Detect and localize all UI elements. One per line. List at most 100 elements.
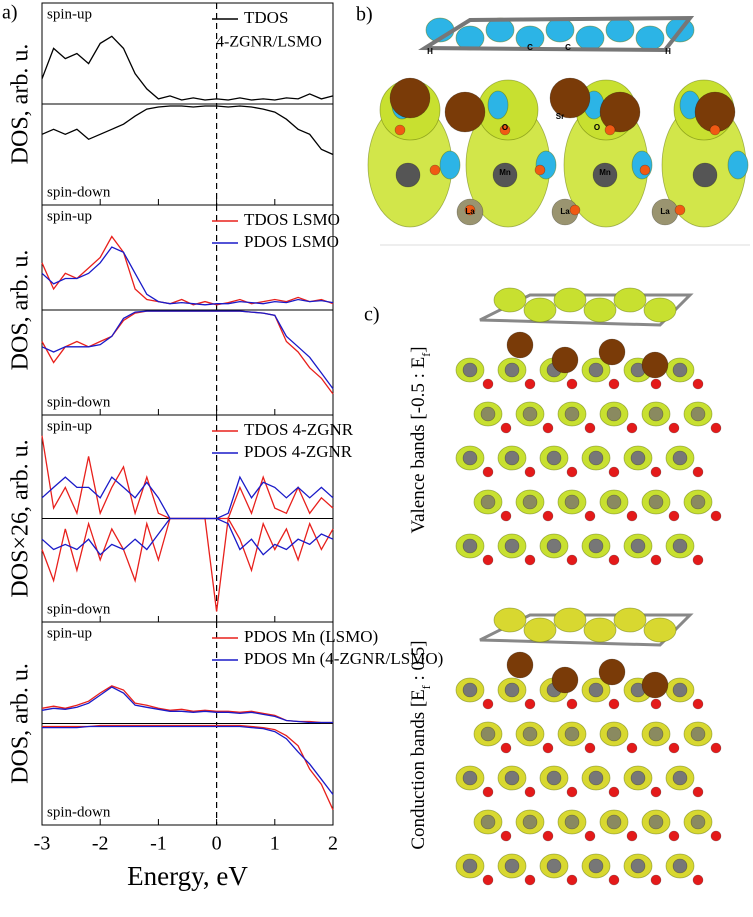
atom [483,875,493,885]
y-axis-label: DOS, arb. u. [8,44,34,165]
atom [691,815,705,829]
atom [585,511,595,521]
atom [631,451,645,465]
atom [651,379,661,389]
atom [649,815,663,829]
x-tick-label: -1 [150,833,167,855]
legend-label: PDOS Mn (4-ZGNR/LSMO) [244,649,443,668]
atom-label: La [465,207,475,216]
atom [525,555,535,565]
atom [552,347,578,373]
charge-density [636,26,664,50]
atom [543,423,553,433]
atom [543,511,553,521]
atom [609,467,619,477]
atom [390,78,430,118]
atom [651,699,661,709]
atom [483,467,493,477]
atom [565,815,579,829]
isosurface [494,288,526,312]
atom [609,875,619,885]
spin-up-label: spin-up [47,208,92,224]
atom-label: Mn [599,168,611,177]
atom [445,92,485,132]
atom [525,379,535,389]
atom [589,771,603,785]
atom [627,743,637,753]
atom [570,205,580,215]
atom [565,727,579,741]
atom [693,379,703,389]
legend-note: 4-ZGNR/LSMO [216,34,322,51]
figure: HCCHOSrOMnMnLaLaLa a) b) c) Valence band… [0,0,753,917]
atom [585,831,595,841]
atom [691,495,705,509]
atom [651,875,661,885]
isosurface [494,608,526,632]
atom [693,875,703,885]
atom [589,683,603,697]
atom [523,407,537,421]
legend-label: TDOS 4-ZGNR [244,420,354,439]
x-tick-label: 0 [212,833,222,855]
atom [631,539,645,553]
atom [501,511,511,521]
atom [649,727,663,741]
atom [463,451,477,465]
atom [523,815,537,829]
atom [547,771,561,785]
atom [669,511,679,521]
atom [565,495,579,509]
atom [607,815,621,829]
label-text: ] [408,346,429,352]
atom [673,683,687,697]
isosurface [644,298,676,322]
x-tick-label: -2 [92,833,109,855]
atom [711,743,721,753]
atom [535,165,545,175]
charge-density [632,151,652,179]
legend-label: PDOS 4-ZGNR [244,442,353,461]
atom [607,495,621,509]
y-axis-label: DOS, arb. u. [8,663,34,784]
atom [589,539,603,553]
atom [609,555,619,565]
atom [711,831,721,841]
spin-down-label: spin-down [47,394,111,410]
atom [609,699,619,709]
atom [547,539,561,553]
atom [543,831,553,841]
atom [481,407,495,421]
x-tick-label: 1 [270,833,280,855]
charge-density [606,18,634,42]
atom [631,771,645,785]
atom [609,379,619,389]
atom [589,451,603,465]
atom [711,423,721,433]
atom [589,859,603,873]
spin-down-label: spin-down [47,184,111,200]
atom [675,205,685,215]
atom [567,699,577,709]
atom [501,423,511,433]
x-tick-label: -3 [34,833,51,855]
atom [481,815,495,829]
x-tick-label: 2 [328,833,338,855]
atom [507,332,533,358]
atom [673,539,687,553]
atom [589,363,603,377]
atom [651,555,661,565]
atom [673,363,687,377]
charge-density [728,151,748,179]
atom [483,699,493,709]
atom [693,787,703,797]
atom [481,495,495,509]
atom [483,787,493,797]
spin-down-label: spin-down [47,804,111,820]
atom [691,407,705,421]
atom [505,539,519,553]
spin-up-label: spin-up [47,6,92,22]
atom [600,92,640,132]
label-text: Conduction bands [E [408,689,429,849]
charge-density [576,26,604,50]
